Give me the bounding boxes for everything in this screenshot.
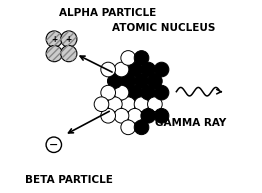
Text: ATOMIC NUCLEUS: ATOMIC NUCLEUS — [112, 23, 216, 33]
Circle shape — [128, 62, 142, 77]
Circle shape — [101, 62, 116, 77]
Circle shape — [134, 74, 149, 88]
Text: +: + — [66, 35, 72, 44]
Circle shape — [121, 97, 135, 112]
Circle shape — [128, 108, 142, 123]
Circle shape — [94, 97, 109, 112]
Circle shape — [134, 97, 149, 112]
Circle shape — [107, 97, 122, 112]
Text: −: − — [49, 139, 58, 149]
Circle shape — [101, 85, 116, 100]
Circle shape — [107, 74, 122, 88]
Circle shape — [141, 85, 156, 100]
Circle shape — [148, 74, 162, 88]
Circle shape — [154, 108, 169, 123]
Circle shape — [114, 85, 129, 100]
Text: BETA PARTICLE: BETA PARTICLE — [25, 175, 113, 185]
Circle shape — [46, 46, 62, 62]
Text: +: + — [51, 35, 57, 44]
Circle shape — [148, 97, 162, 112]
Circle shape — [61, 31, 77, 47]
Circle shape — [128, 85, 142, 100]
Circle shape — [134, 51, 149, 65]
Circle shape — [114, 62, 129, 77]
Circle shape — [141, 62, 156, 77]
Circle shape — [121, 120, 135, 135]
Circle shape — [154, 85, 169, 100]
Circle shape — [154, 62, 169, 77]
Circle shape — [101, 108, 116, 123]
Circle shape — [141, 108, 156, 123]
Circle shape — [134, 120, 149, 135]
Circle shape — [61, 46, 77, 62]
Text: ALPHA PARTICLE: ALPHA PARTICLE — [59, 8, 156, 18]
Circle shape — [121, 51, 135, 65]
Circle shape — [46, 137, 62, 152]
Circle shape — [114, 108, 129, 123]
Circle shape — [46, 31, 62, 47]
Text: GAMMA RAY: GAMMA RAY — [155, 118, 226, 128]
Circle shape — [121, 74, 135, 88]
